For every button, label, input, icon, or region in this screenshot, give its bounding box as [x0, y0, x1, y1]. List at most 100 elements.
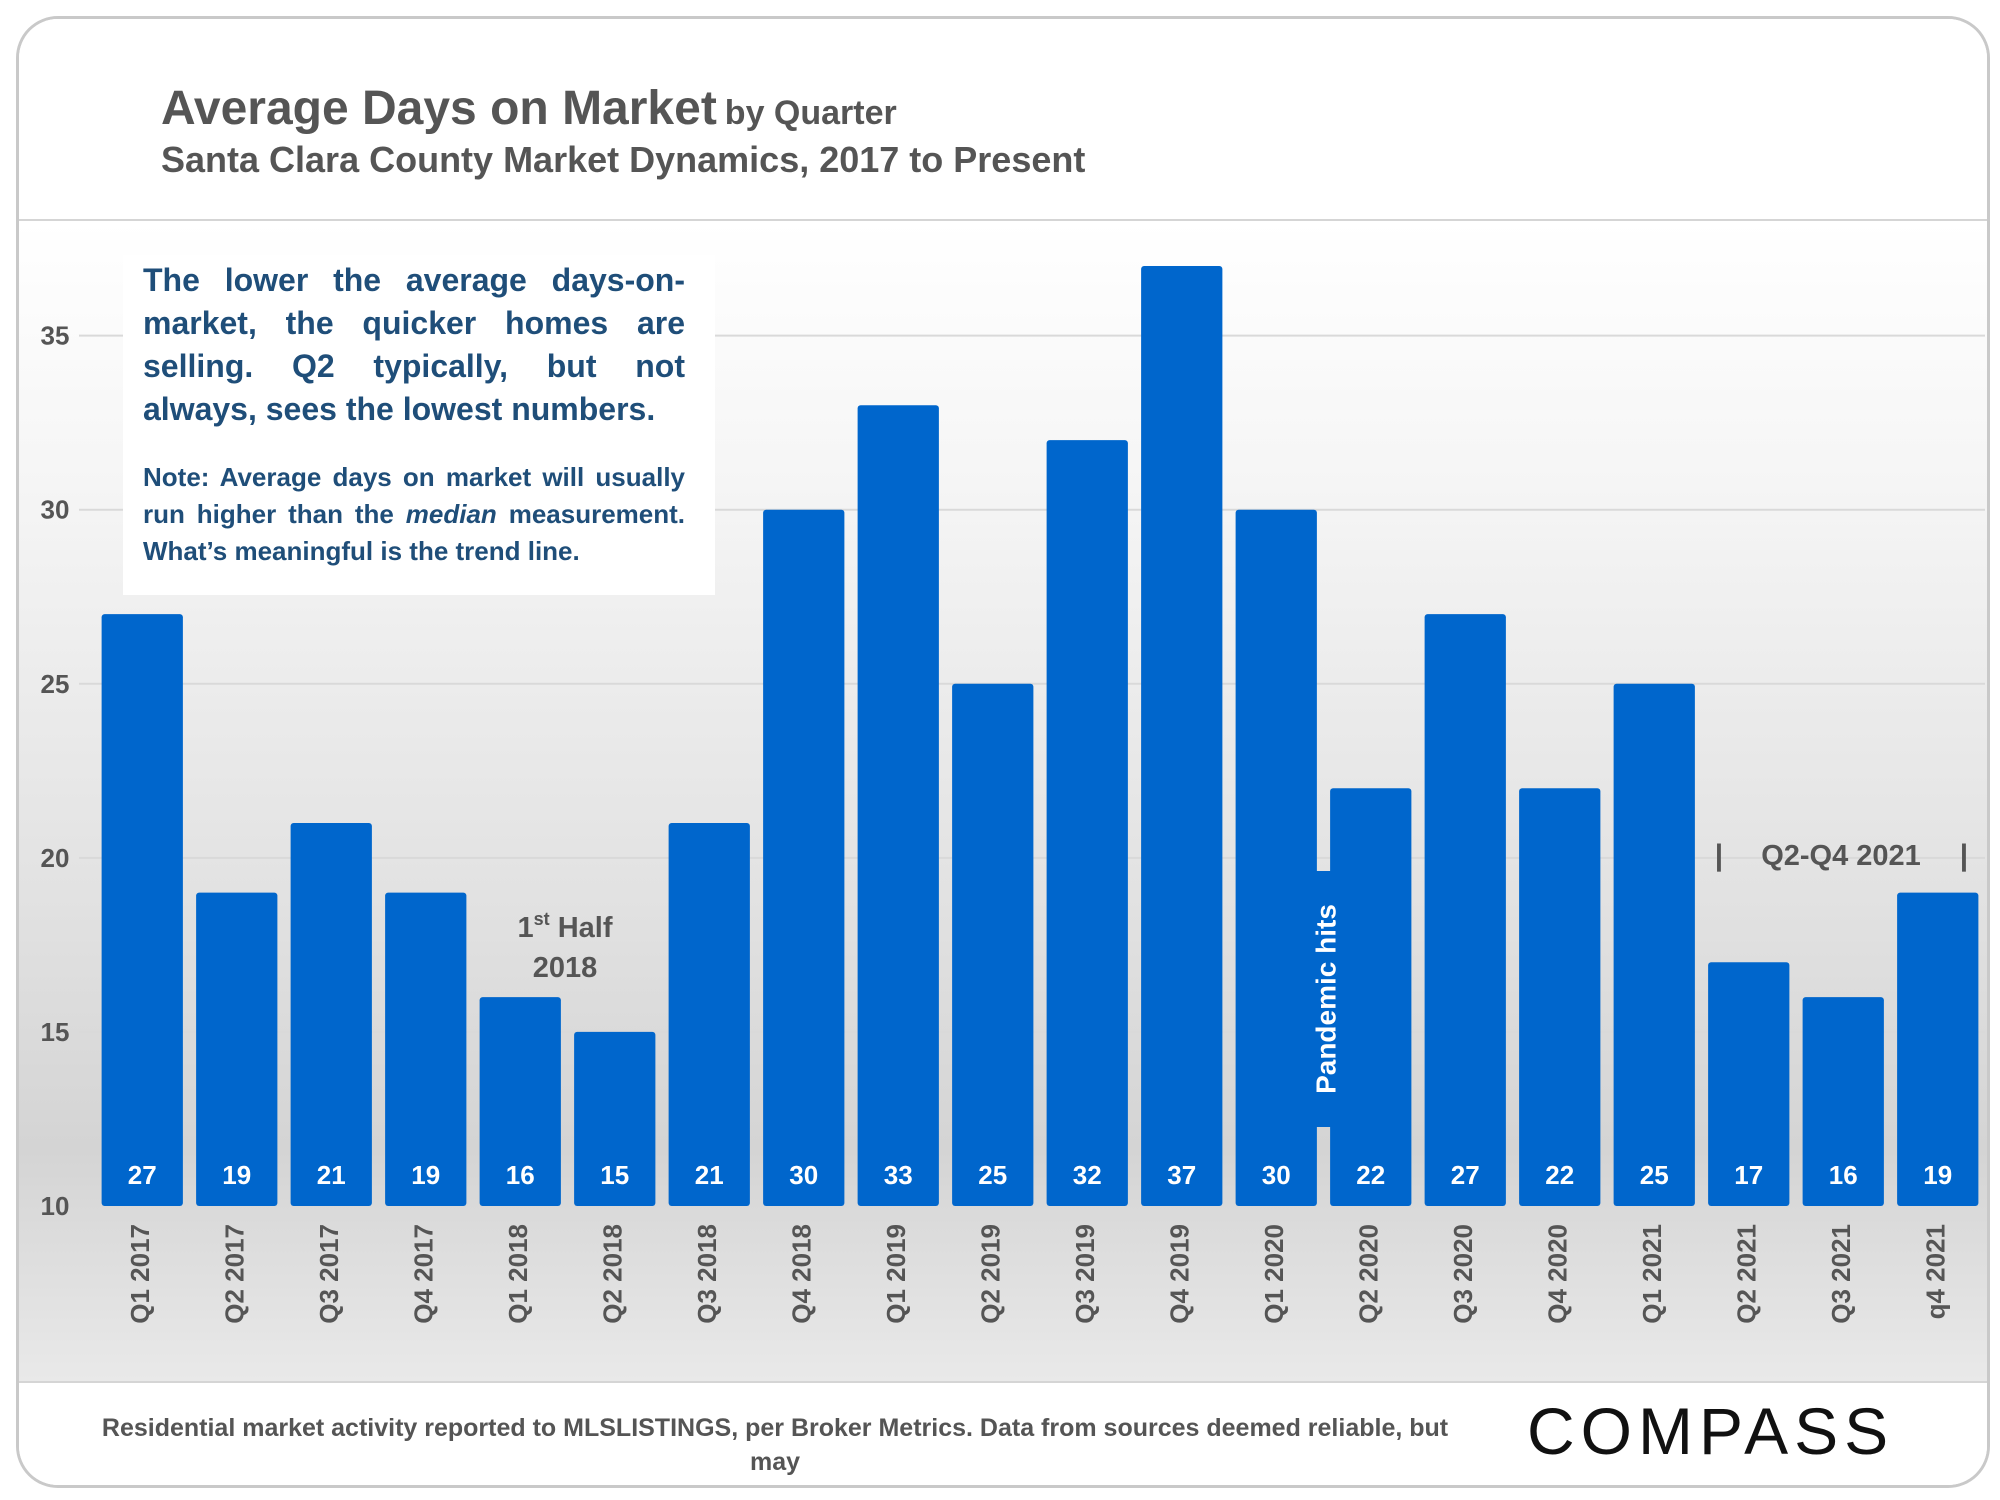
data-label: 33	[884, 1160, 913, 1190]
bars: 27 19 21 19 16 15 21 30 33 25 32 37 30 22 27 22 25 17 16 19	[101, 266, 1979, 1206]
bar-q1-2021	[1613, 683, 1695, 1206]
footnote-line-2: contain errors and subject to revision. …	[75, 1479, 1475, 1485]
annotation-first-half-sup: st	[534, 909, 550, 929]
data-label: 17	[1734, 1160, 1763, 1190]
chart-header: Average Days on Market by Quarter Santa C…	[19, 19, 1987, 219]
x-category-label: Q1 2018	[503, 1224, 533, 1324]
x-category-label: Q2 2019	[976, 1224, 1006, 1324]
bar-q1-2017	[101, 614, 183, 1206]
x-category-label: Q2 2021	[1732, 1224, 1762, 1324]
bar-q3-2018	[668, 823, 750, 1206]
chart-title: Average Days on Market	[161, 82, 717, 135]
data-label: 30	[789, 1160, 818, 1190]
annotations: 1st Half 2018 Pandemic hits | Q2-Q4 2021…	[518, 839, 1968, 1127]
data-label: 16	[506, 1160, 535, 1190]
data-label: 32	[1073, 1160, 1102, 1190]
note-main-text: The lower the average days-on-market, th…	[143, 262, 685, 427]
y-tick-label-20: 20	[41, 843, 70, 873]
data-label: 30	[1262, 1160, 1291, 1190]
annotation-first-half-2018-line1: 1st Half	[518, 909, 613, 944]
bar-q1-2018	[479, 997, 561, 1206]
bar-q3-2017	[290, 823, 372, 1206]
x-category-label: Q4 2017	[409, 1224, 439, 1324]
data-label: 21	[317, 1160, 346, 1190]
footnote: Residential market activity reported to …	[75, 1411, 1475, 1485]
y-tick-label-15: 15	[41, 1017, 70, 1047]
annotation-first-half-digit: 1	[518, 912, 534, 944]
data-label: 25	[978, 1160, 1007, 1190]
x-category-label: Q3 2019	[1070, 1224, 1100, 1324]
bar-q4-2018	[763, 509, 845, 1206]
note-secondary-emphasis: median	[405, 499, 497, 529]
data-label: 27	[128, 1160, 157, 1190]
y-tick-label-35: 35	[41, 321, 70, 351]
bar-q3-2021	[1802, 997, 1884, 1206]
annotation-pandemic-hits: Pandemic hits	[1310, 904, 1341, 1094]
data-label: 25	[1640, 1160, 1669, 1190]
y-tick-label-10: 10	[41, 1191, 70, 1221]
data-label: 19	[222, 1160, 251, 1190]
annotation-bracket-left: |	[1715, 839, 1723, 872]
x-axis-labels: Q1 2017 Q2 2017 Q3 2017 Q4 2017 Q1 2018 Q2 20…	[125, 1224, 1951, 1324]
annotation-bracket-right: |	[1960, 839, 1968, 872]
pandemic-label-backing	[1316, 871, 1340, 1127]
bar-q2-2020	[1330, 788, 1412, 1206]
data-label: 37	[1167, 1160, 1196, 1190]
bar-q2-2019	[952, 683, 1034, 1206]
x-category-label: Q3 2017	[314, 1224, 344, 1324]
bar-q4-2017	[385, 892, 467, 1206]
chart-frame: Average Days on Market by Quarter Santa C…	[16, 16, 1990, 1488]
bar-q1-2020	[1235, 509, 1317, 1206]
note-secondary-text: Note: Average days on market will usuall…	[143, 459, 685, 570]
x-category-label: Q1 2021	[1637, 1224, 1667, 1324]
footnote-line-1: Residential market activity reported to …	[101, 1414, 1449, 1476]
x-category-label: Q1 2020	[1259, 1224, 1289, 1324]
data-label: 19	[411, 1160, 440, 1190]
data-label: 22	[1545, 1160, 1574, 1190]
y-axis-ticks: 10 15 20 25 30 35	[41, 321, 70, 1221]
x-category-label: Q2 2020	[1354, 1224, 1384, 1324]
bar-chart: 27 19 21 19 16 15 21 30 33 25 32 37 30 22 27 22 25 17 16 19…	[41, 266, 1985, 1324]
x-category-label: Q1 2017	[125, 1224, 155, 1324]
y-tick-label-30: 30	[41, 495, 70, 525]
bar-q4-2021	[1897, 892, 1979, 1206]
bar-q2-2017	[196, 892, 278, 1206]
x-category-label: Q1 2019	[881, 1224, 911, 1324]
header-divider	[19, 219, 1987, 221]
data-label: 27	[1451, 1160, 1480, 1190]
note-secondary-after: measurement. What’s meaningful is the tr…	[143, 499, 686, 566]
annotation-first-half-rest: Half	[550, 912, 613, 944]
bar-q1-2019	[857, 405, 939, 1206]
x-category-label: Q4 2018	[787, 1224, 817, 1324]
chart-footer: Residential market activity reported to …	[19, 1383, 1987, 1485]
bar-q2-2018	[574, 1031, 656, 1206]
annotation-q2-q4-2021: Q2-Q4 2021	[1761, 840, 1921, 872]
note-box: The lower the average days-on-market, th…	[123, 255, 715, 595]
chart-subtitle: Santa Clara County Market Dynamics, 2017…	[161, 139, 1086, 180]
x-category-label: Q2 2018	[598, 1224, 628, 1324]
x-category-label: Q3 2020	[1448, 1224, 1478, 1324]
data-label: 16	[1829, 1160, 1858, 1190]
bar-q4-2019	[1141, 266, 1223, 1206]
annotation-first-half-2018-line2: 2018	[533, 952, 598, 984]
bar-q3-2020	[1424, 614, 1506, 1206]
x-category-label: q4 2021	[1921, 1224, 1951, 1319]
y-tick-label-25: 25	[41, 669, 70, 699]
compass-logo: COMPASS	[1527, 1394, 1895, 1468]
data-label: 21	[695, 1160, 724, 1190]
footer-divider	[19, 1381, 1987, 1383]
x-category-label: Q3 2021	[1826, 1224, 1856, 1324]
data-label: 15	[600, 1160, 629, 1190]
bar-q4-2020	[1519, 788, 1601, 1206]
chart-title-suffix: by Quarter	[724, 94, 897, 132]
bar-q2-2021	[1708, 962, 1790, 1206]
title-line: Average Days on Market by Quarter	[161, 81, 897, 136]
bar-q3-2019	[1046, 440, 1128, 1206]
x-category-label: Q3 2018	[692, 1224, 722, 1324]
note-secondary-before: Note: Average days on market will usuall…	[143, 462, 685, 529]
x-category-label: Q4 2020	[1543, 1224, 1573, 1324]
data-label: 22	[1356, 1160, 1385, 1190]
x-category-label: Q4 2019	[1165, 1224, 1195, 1324]
x-category-label: Q2 2017	[220, 1224, 250, 1324]
data-label: 19	[1923, 1160, 1952, 1190]
